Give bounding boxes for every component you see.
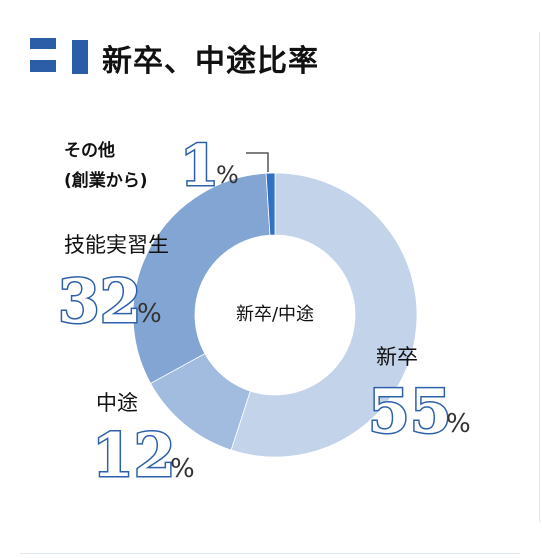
card-divider-vertical <box>539 32 540 522</box>
donut-slice-0 <box>230 172 418 458</box>
donut-slice-3 <box>265 172 276 236</box>
label-newgrad: 新卒 <box>376 345 418 369</box>
leader-line-other <box>246 152 269 172</box>
label-midcareer: 中途 <box>96 391 138 415</box>
label-trainee: 技能実習生 <box>64 233 169 257</box>
center-label: 新卒/中途 <box>236 304 314 325</box>
card-divider-horizontal <box>20 553 520 554</box>
donut-segments <box>132 172 418 458</box>
value-trainee: 32 <box>58 267 142 337</box>
label-other: その他 <box>64 140 115 161</box>
donut-slice-2 <box>132 172 271 384</box>
percent-sign-trainee: % <box>137 299 162 329</box>
brand-logo-icon <box>30 38 92 78</box>
percent-sign-midcareer: % <box>170 454 195 484</box>
section-title: 新卒、中途比率 <box>102 44 319 79</box>
value-other: 1 <box>180 133 219 199</box>
value-newgrad: 55 <box>368 377 452 447</box>
percent-sign-other: % <box>216 161 239 189</box>
label-other-sub: (創業から) <box>64 170 148 191</box>
percent-sign-newgrad: % <box>446 409 471 439</box>
value-midcareer: 12 <box>92 421 176 491</box>
